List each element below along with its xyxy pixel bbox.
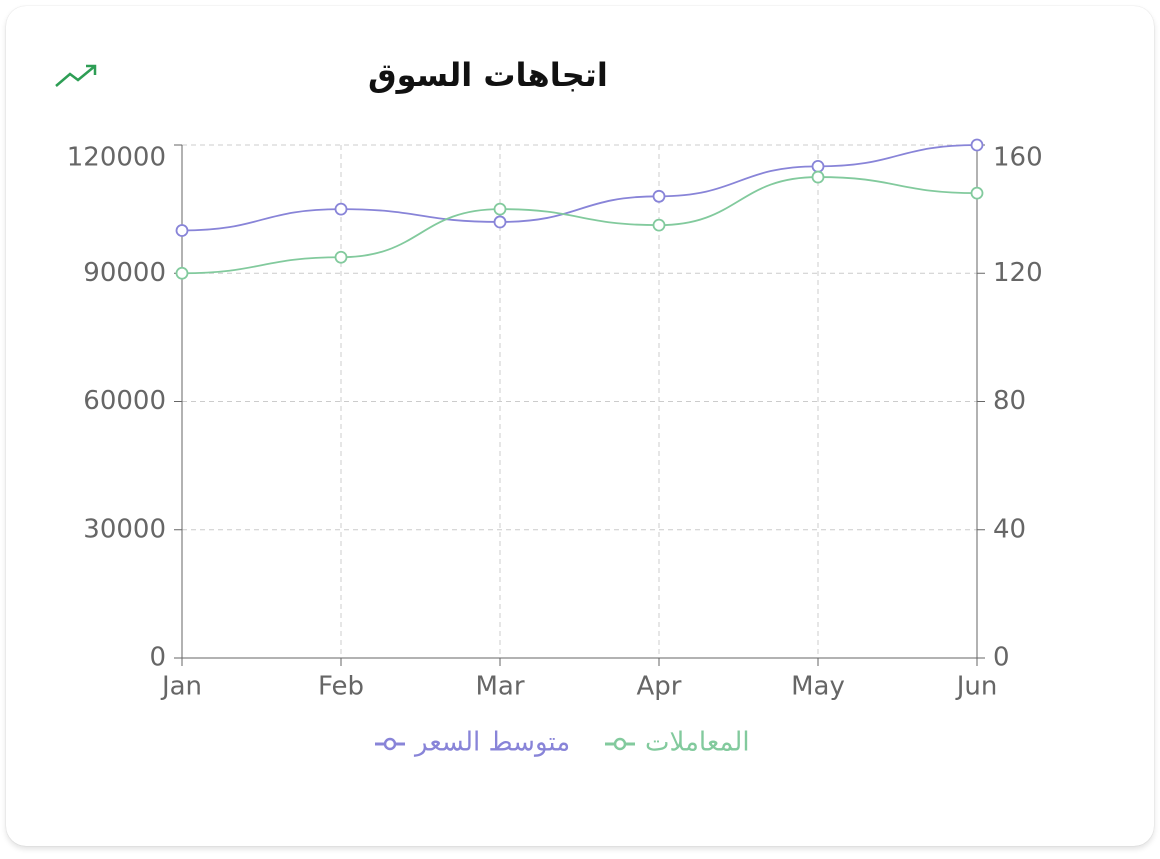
chart-title: اتجاهات السوق xyxy=(368,56,608,94)
point xyxy=(970,138,984,152)
point xyxy=(811,159,825,173)
point xyxy=(652,218,666,232)
point xyxy=(334,250,348,264)
line xyxy=(181,144,978,232)
point xyxy=(175,266,189,280)
x-tick-label: May xyxy=(791,672,845,702)
legend-icon-dot xyxy=(383,737,397,751)
line xyxy=(181,176,978,275)
x-tick-label: Jan xyxy=(160,672,202,702)
x-tick-label: Feb xyxy=(318,672,364,702)
point xyxy=(175,224,189,237)
y-tick-label: 30000 xyxy=(83,514,166,544)
x-tick-label: Apr xyxy=(637,672,682,702)
point xyxy=(493,215,507,229)
y2-tick-label: 160 xyxy=(993,143,1043,173)
y-tick-label: 60000 xyxy=(83,386,166,416)
x-tick-label: Jun xyxy=(955,672,998,702)
legend-label: المعاملات xyxy=(645,728,750,758)
y-tick-label: 90000 xyxy=(83,258,166,288)
y2-tick-label: 0 xyxy=(993,643,1010,673)
trend-icon-arrow xyxy=(86,64,97,75)
trend-icon xyxy=(55,65,96,87)
y-tick-label: 120000 xyxy=(67,143,166,173)
point xyxy=(970,186,984,200)
legend-label: متوسط السعر xyxy=(413,728,570,758)
point xyxy=(493,202,507,216)
y-tick-label: 0 xyxy=(149,643,166,673)
point xyxy=(334,202,348,216)
point xyxy=(811,170,825,184)
point xyxy=(652,189,666,203)
y2-tick-label: 80 xyxy=(993,386,1026,416)
y2-tick-label: 40 xyxy=(993,514,1026,544)
y2-tick-label: 120 xyxy=(993,258,1043,288)
x-tick-label: Mar xyxy=(475,672,524,702)
legend-icon-dot xyxy=(613,737,627,751)
